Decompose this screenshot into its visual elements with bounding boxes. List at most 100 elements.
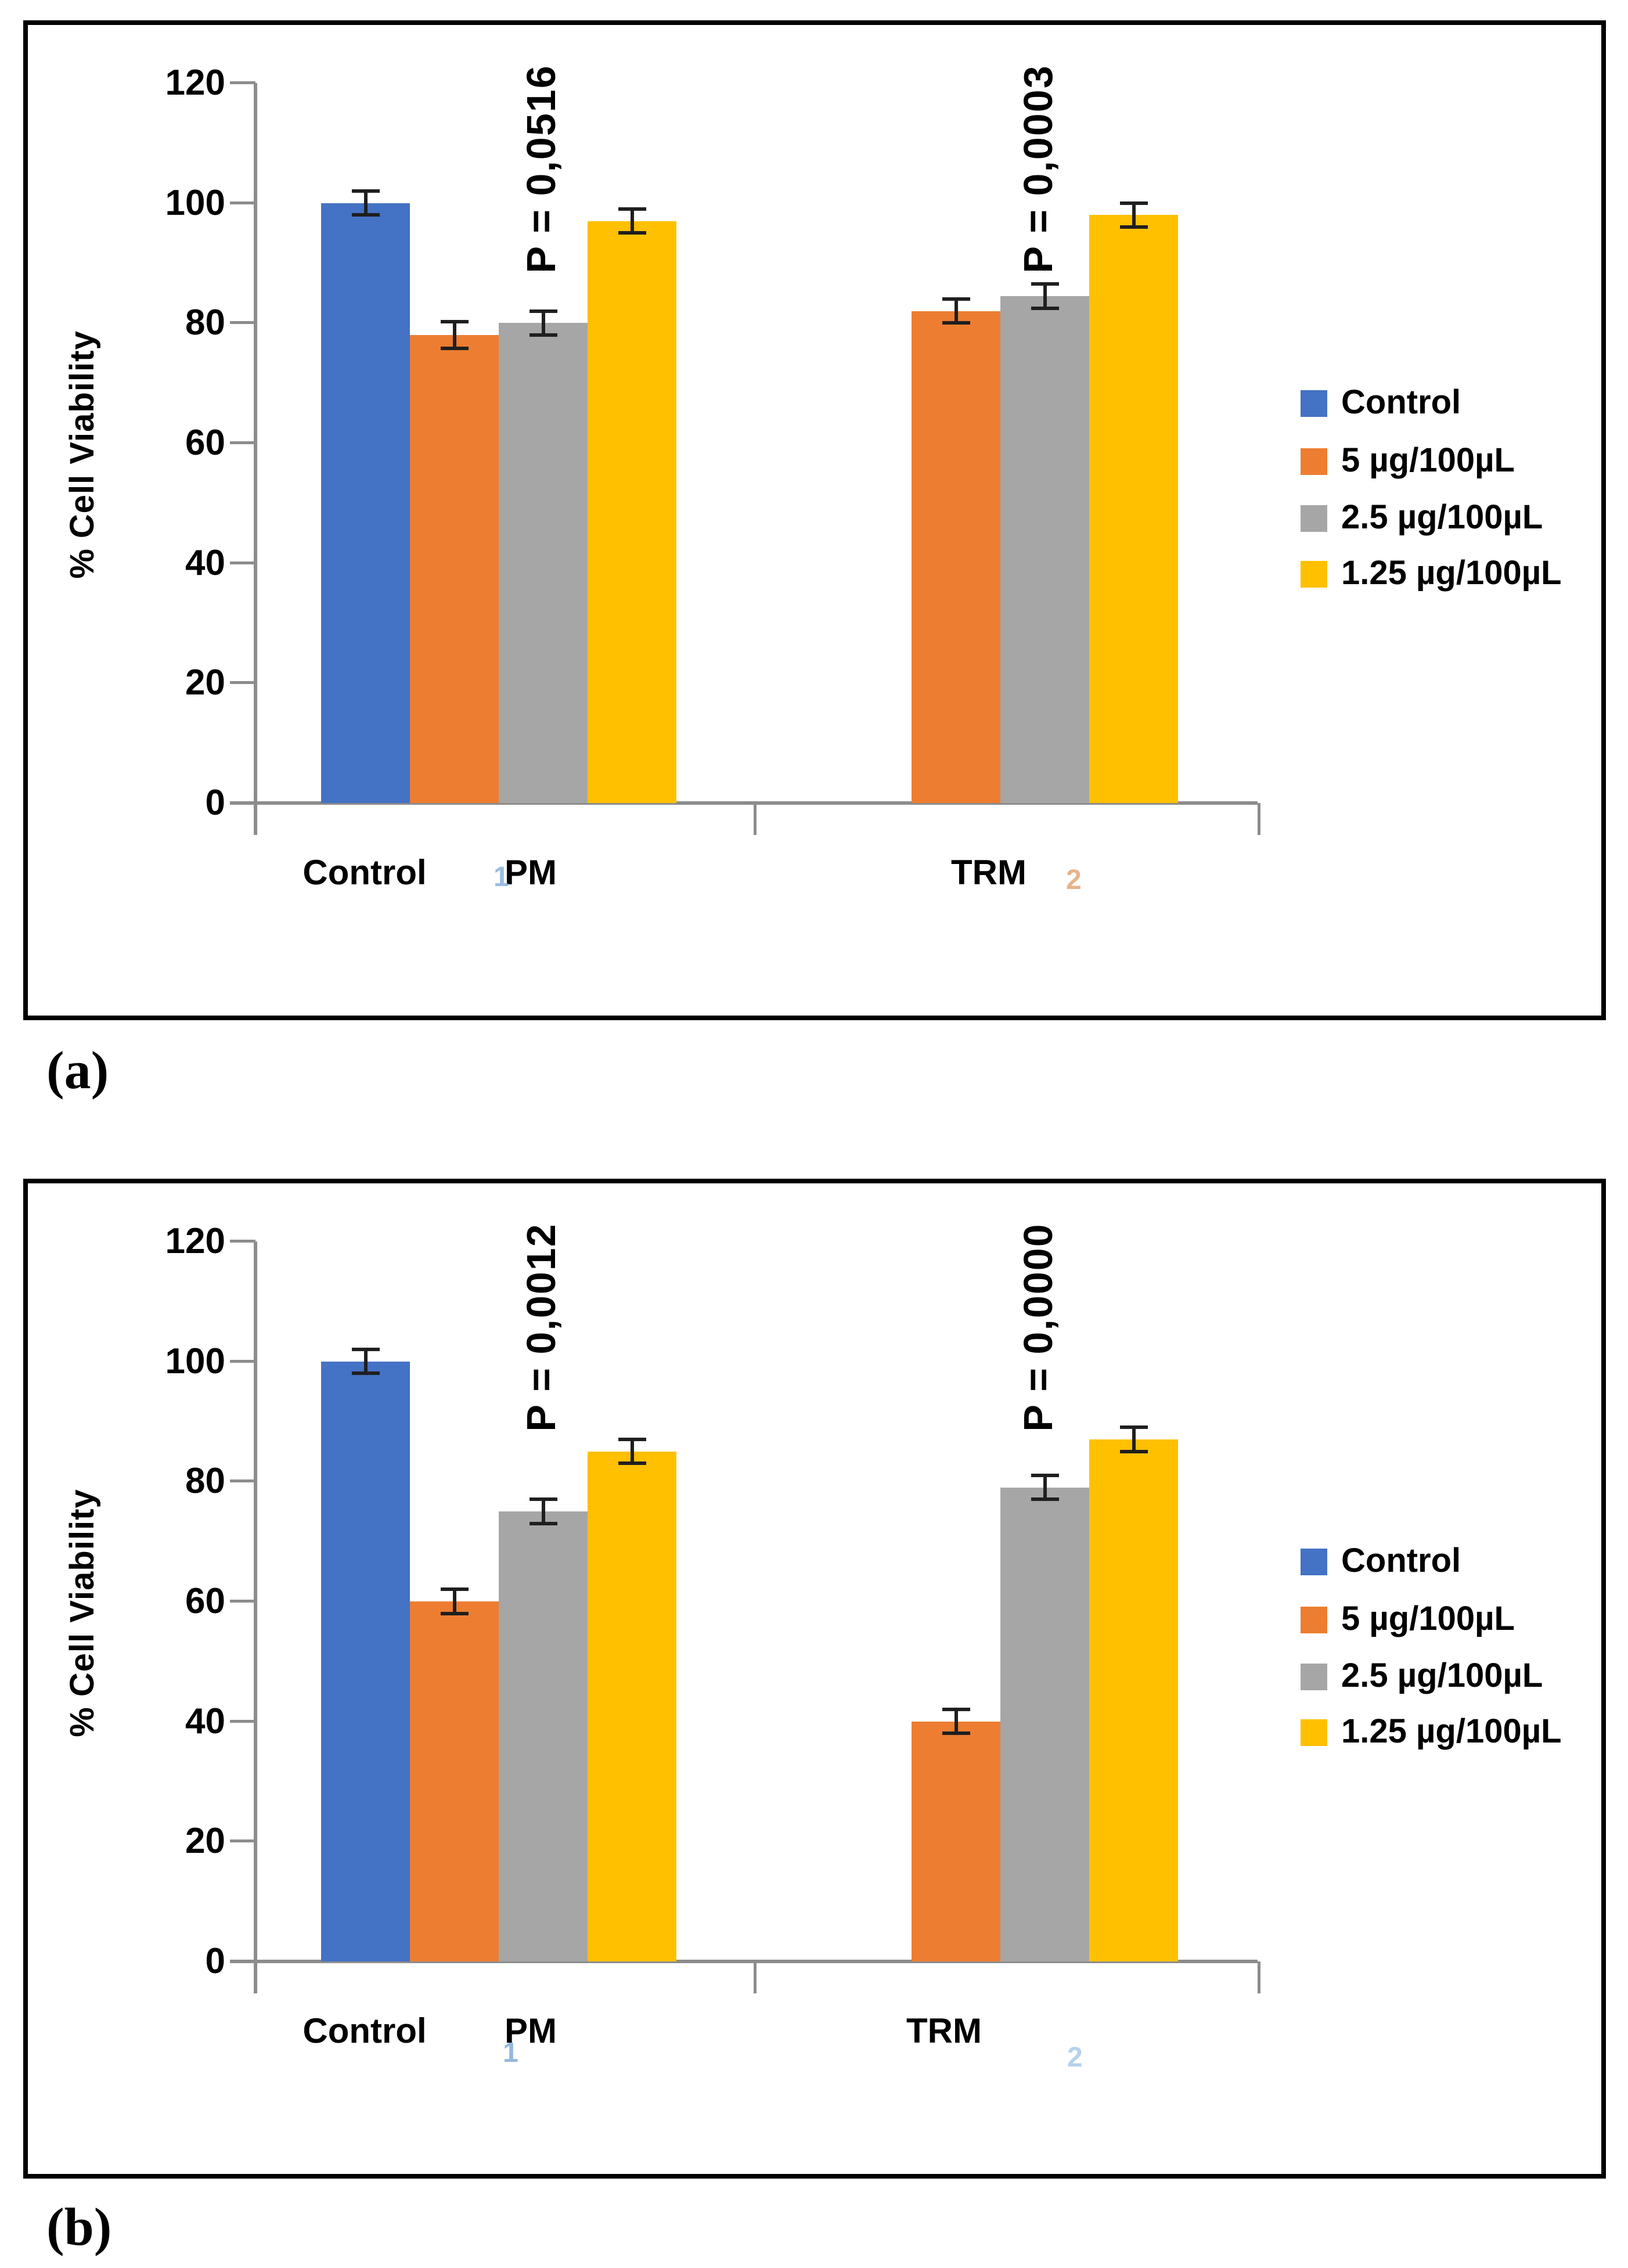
bar-control-control: [321, 1361, 410, 1961]
error-bar-cap: [529, 1521, 557, 1525]
error-bar-cap: [440, 320, 469, 324]
error-bar-cap: [942, 1731, 970, 1736]
y-tick-label: 40: [185, 1701, 225, 1741]
legend-swatch-icon: [1301, 505, 1327, 532]
legend-item-label: 1.25 µg/100µL: [1341, 554, 1562, 592]
legend-swatch-icon: [1301, 390, 1327, 417]
legend-swatch-icon: [1301, 1719, 1327, 1746]
bar-trm-5-g-100-l: [912, 311, 1000, 803]
error-bar: [1132, 203, 1136, 227]
x-tick-tiny-mark: 2: [1066, 865, 1082, 895]
legend-item-label: 5 µg/100µL: [1341, 441, 1515, 479]
x-axis-tick: [1258, 803, 1260, 835]
legend-swatch-icon: [1301, 1664, 1327, 1690]
y-axis-line: [254, 83, 257, 835]
error-bar-cap: [440, 346, 469, 350]
error-bar-cap: [942, 1708, 970, 1711]
error-bar-cap: [351, 189, 380, 193]
legend-swatch-icon: [1301, 561, 1327, 588]
x-axis-tick: [1258, 1961, 1260, 1993]
figure-panel-b: 0 20 40 60 80 100 120 % Cell Viability Control PM…: [23, 1179, 1606, 2179]
legend-item-label: 2.5 µg/100µL: [1341, 1657, 1543, 1694]
legend-item-label: Control: [1341, 383, 1461, 421]
y-tick-mark: [230, 1359, 255, 1363]
x-tick-label-pm: PM: [505, 853, 557, 892]
error-bar-cap: [1031, 1474, 1059, 1477]
error-bar: [1043, 1475, 1047, 1500]
x-axis-line: [230, 1960, 1258, 1963]
p-value-annotation: P = 0,0000: [1015, 1223, 1061, 1432]
x-tick-tiny-mark: 2: [1067, 2042, 1083, 2073]
y-tick-mark: [230, 561, 255, 564]
bar-chart-a: 0 20 40 60 80 100 120 % Cell Viability Control PM…: [28, 25, 1601, 1016]
y-tick-label: 0: [205, 1941, 225, 1981]
bar-trm-5-g-100-l: [912, 1721, 1000, 1961]
y-tick-label: 20: [185, 1821, 225, 1862]
y-tick-label: 100: [165, 1341, 225, 1381]
error-bar-cap: [1119, 1449, 1148, 1453]
x-axis-line: [230, 801, 1258, 805]
error-bar-cap: [351, 1348, 380, 1351]
y-tick-label: 60: [185, 423, 225, 463]
error-bar-cap: [440, 1611, 469, 1615]
error-bar-cap: [618, 207, 646, 211]
y-axis-title: % Cell Viability: [63, 330, 101, 579]
bar-chart-b: 0 20 40 60 80 100 120 % Cell Viability Control PM…: [28, 1183, 1601, 2174]
bar-trm-2.5-g-100-l: [1000, 296, 1089, 803]
bar-trm-1.25-g-100-l: [1089, 215, 1178, 803]
error-bar-cap: [1031, 1497, 1059, 1502]
error-bar-cap: [351, 213, 380, 217]
p-value-annotation: P = 0,0003: [1015, 64, 1061, 273]
bar-pm-5-g-100-l: [410, 335, 499, 803]
figure-panel-a: 0 20 40 60 80 100 120 % Cell Viability Control PM…: [23, 20, 1606, 1020]
bar-trm-1.25-g-100-l: [1089, 1439, 1178, 1961]
x-tick-label-control: Control: [302, 853, 427, 892]
error-bar: [1043, 284, 1047, 308]
panel-label-a: (a): [46, 1041, 109, 1100]
y-tick-mark: [230, 441, 255, 444]
error-bar: [630, 1439, 634, 1464]
error-bar-cap: [618, 1438, 646, 1441]
bar-pm-1.25-g-100-l: [588, 1451, 676, 1961]
legend-swatch-icon: [1301, 1549, 1327, 1575]
error-bar-cap: [942, 321, 970, 325]
x-tick-label-trm: TRM: [951, 853, 1026, 892]
y-tick-mark: [230, 1719, 255, 1723]
p-value-annotation: P = 0,0516: [518, 64, 564, 273]
y-tick-mark: [230, 321, 255, 325]
y-tick-mark: [230, 1479, 255, 1483]
error-bar-cap: [529, 1497, 557, 1502]
error-bar-cap: [351, 1371, 380, 1376]
y-tick-label: 120: [165, 63, 225, 103]
bar-trm-2.5-g-100-l: [1000, 1487, 1089, 1961]
error-bar: [954, 299, 958, 323]
y-tick-mark: [230, 1600, 255, 1603]
error-bar: [630, 209, 634, 233]
error-bar: [363, 1349, 368, 1374]
y-axis-line: [254, 1241, 257, 1993]
legend-item-label: Control: [1341, 1542, 1461, 1579]
error-bar-cap: [529, 333, 557, 337]
bar-pm-2.5-g-100-l: [499, 323, 588, 803]
error-bar-cap: [1031, 306, 1059, 310]
y-tick-mark: [230, 681, 255, 685]
panel-label-b: (b): [46, 2197, 112, 2256]
legend-item-label: 2.5 µg/100µL: [1341, 498, 1543, 536]
legend-item-label: 5 µg/100µL: [1341, 1600, 1515, 1637]
error-bar-cap: [529, 309, 557, 313]
x-tick-tiny-mark: 1: [494, 862, 509, 892]
error-bar-cap: [1119, 225, 1148, 229]
legend-swatch-icon: [1301, 448, 1327, 475]
bar-pm-1.25-g-100-l: [588, 221, 676, 803]
error-bar-cap: [942, 297, 970, 301]
p-value-annotation: P = 0,0012: [518, 1223, 564, 1432]
y-tick-mark: [230, 81, 255, 84]
error-bar: [954, 1709, 958, 1734]
error-bar-cap: [1119, 201, 1148, 205]
y-tick-label: 60: [185, 1581, 225, 1621]
error-bar-cap: [618, 231, 646, 235]
y-tick-label: 100: [165, 182, 225, 223]
error-bar: [541, 311, 545, 335]
x-tick-tiny-mark: 1: [503, 2037, 518, 2068]
